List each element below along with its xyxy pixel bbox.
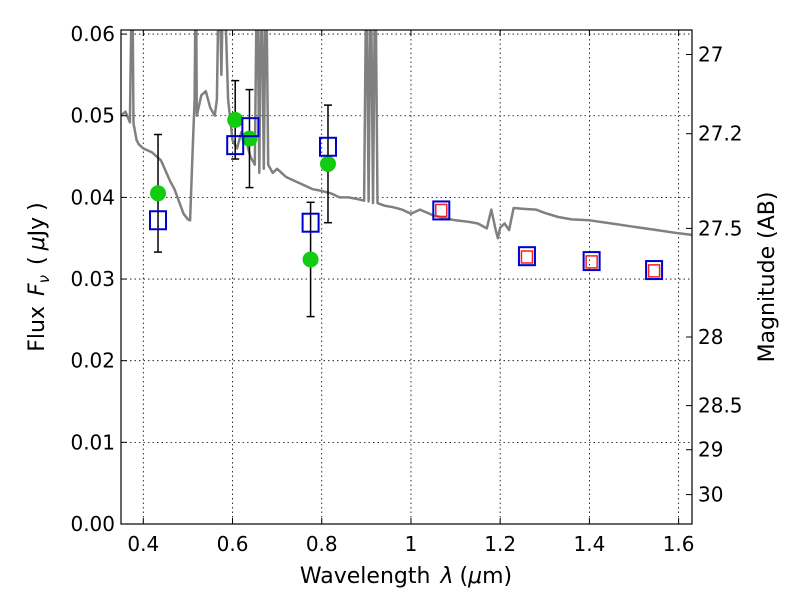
magnitude-tick-label: 30 [698,483,723,507]
model-flux-square [318,136,337,157]
model-flux-square [241,117,260,138]
y-axis-label-unit-close: ) [25,202,50,211]
x-tick-label: 1.4 [573,532,605,556]
model-flux-square [582,251,601,272]
model-flux-small-square [647,264,661,278]
model-flux-small-square [520,250,534,264]
y-tick-label: 0.01 [70,430,115,454]
data-points [149,79,664,318]
y-axis-label-text: Flux [25,306,50,352]
y-tick-label: 0.05 [70,104,115,128]
model-flux-square [645,260,664,281]
y-axis-ticks: 0.00 0.01 0.02 0.03 0.04 0.05 0.06 [70,22,127,536]
x-axis-label-unit-mu: μ [467,564,482,589]
y-axis-label-symbol: F [25,283,50,296]
magnitude-tick-label: 27.5 [698,216,743,240]
y-tick-label: 0.02 [70,349,115,373]
y-tick-label: 0.03 [70,267,115,291]
x-axis-label-unit-rest: m) [482,564,512,589]
observed-flux-point [319,155,336,172]
x-axis-label-text: Wavelength [300,564,431,589]
model-flux-square [226,135,245,156]
y-tick-label: 0.06 [70,22,115,46]
model-flux-square [432,200,451,221]
y-axis-label-unit-open: ( [25,256,50,265]
magnitude-tick-label: 27 [698,42,723,66]
x-tick-label: 0.8 [306,532,338,556]
magnitude-axis-label: Magnitude (AB) [755,192,780,363]
magnitude-tick-label: 29 [698,438,723,462]
x-axis-label: Wavelength λ (μm) [300,564,512,589]
magnitude-tick-label: 27.2 [698,122,743,146]
spectrum-line [121,30,692,240]
y-axis-label-unit-rest: Jy [25,217,50,239]
y-tick-label: 0.04 [70,185,115,209]
x-axis-label-unit-open: ( [459,564,468,589]
observed-flux-point [150,185,167,202]
magnitude-axis-ticks: 27 27.2 27.5 28 28.5 29 30 [686,42,743,507]
observed-flux-point [227,111,244,128]
model-spectrum [121,30,692,240]
x-tick-label: 1 [405,532,418,556]
x-tick-label: 0.4 [127,532,159,556]
magnitude-tick-label: 28 [698,325,723,349]
observed-flux-point [241,130,258,147]
grid-lines [121,30,692,525]
y-tick-label: 0.00 [70,512,115,536]
observed-flux-point [302,251,319,268]
y-axis-label: Flux Fν ( μJy) [25,202,53,351]
magnitude-tick-label: 28.5 [698,394,743,418]
x-tick-label: 0.6 [217,532,249,556]
x-tick-label: 1.2 [484,532,516,556]
model-flux-square [149,210,168,231]
model-flux-square [301,212,320,233]
x-tick-label: 1.6 [663,532,695,556]
x-axis-label-symbol: λ [439,564,453,589]
model-flux-small-square [585,255,598,269]
y-axis-label-subscript: ν [35,275,53,283]
plot-frame [120,29,693,525]
model-flux-square [517,246,536,267]
x-axis-ticks: 0.4 0.6 0.8 1 1.2 1.4 1.6 [127,30,695,556]
y-axis-label-unit-mu: μ [25,236,50,251]
model-flux-small-square [435,203,448,218]
